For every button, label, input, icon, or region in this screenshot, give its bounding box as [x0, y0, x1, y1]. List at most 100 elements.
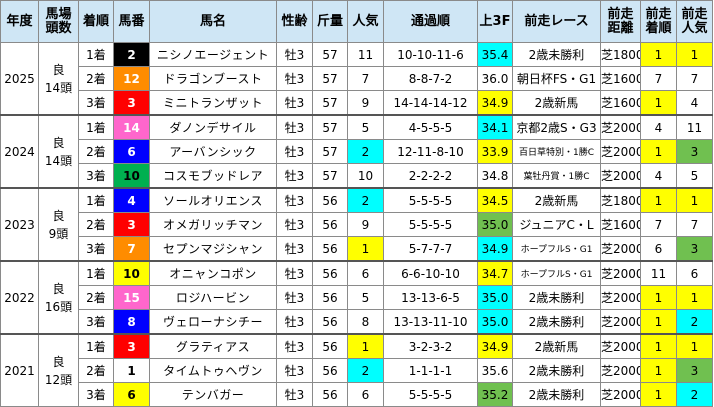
finish-rank: 2着: [78, 212, 114, 237]
previous-distance: 芝1600: [600, 212, 641, 237]
passing-order: 13-13-11-10: [383, 309, 478, 335]
gate-number: 1: [113, 358, 150, 383]
table-row: 3着 8 ヴェローナシチー 牡3 56 8 13-13-11-10 35.0 2歳未勝利 芝200…: [1, 309, 713, 335]
previous-distance: 芝2000: [600, 382, 641, 407]
last-3f-time: 34.1: [477, 114, 513, 140]
header-popularity: 人気: [347, 0, 384, 43]
gate-number: 12: [113, 66, 150, 91]
previous-popularity: 3: [676, 139, 713, 164]
header-horse-name: 馬名: [149, 0, 277, 43]
previous-race: 2歳未勝利: [512, 42, 601, 67]
finish-rank: 2着: [78, 66, 114, 91]
previous-race: 2歳新馬: [512, 333, 601, 359]
previous-distance: 芝2000: [600, 333, 641, 359]
table-row: 2021 良 12頭 1着 3 グラティアス 牡3 56 1 3-2-3-2 34.9 2歳新馬 芝20…: [0, 333, 713, 407]
previous-distance: 芝2000: [600, 163, 641, 189]
horse-name: ミニトランザット: [149, 90, 277, 116]
track-condition-cell: 良 12頭: [38, 333, 79, 407]
field-size: 16頭: [44, 299, 73, 314]
finish-rank: 3着: [78, 163, 114, 189]
previous-popularity: 3: [676, 236, 713, 262]
table-row: 2025 良 14頭 1着 2 ニシノエージェント 牡3 57 11 10-10-11-6 35.4…: [0, 42, 713, 116]
previous-rank: 7: [640, 212, 677, 237]
previous-distance: 芝1600: [600, 66, 641, 91]
previous-distance: 芝2000: [600, 139, 641, 164]
previous-distance: 芝1600: [600, 90, 641, 116]
previous-popularity: 1: [676, 285, 713, 310]
previous-race: 2歳新馬: [512, 187, 601, 213]
field-size: 12頭: [44, 372, 73, 387]
passing-order: 5-5-5-5: [383, 212, 478, 237]
finish-rank: 2着: [78, 285, 114, 310]
track-condition-cell: 良 14頭: [38, 42, 79, 116]
previous-popularity: 3: [676, 358, 713, 383]
finish-rank: 3着: [78, 90, 114, 116]
previous-popularity: 4: [676, 90, 713, 116]
carried-weight: 56: [312, 285, 348, 310]
table-row: 2022 良 16頭 1着 10 オニャンコポン 牡3 56 6 6-6-10-10 34.7 ホープ…: [0, 260, 713, 335]
passing-order: 5-5-5-5: [383, 382, 478, 407]
last-3f-time: 34.9: [477, 236, 513, 262]
horse-name: テンバガー: [149, 382, 277, 407]
previous-popularity: 5: [676, 163, 713, 189]
gate-number: 3: [113, 212, 150, 237]
previous-race: 2歳未勝利: [512, 382, 601, 407]
horse-name: オメガリッチマン: [149, 212, 277, 237]
header-track-count: 馬場 頭数: [38, 0, 79, 43]
last-3f-time: 34.5: [477, 187, 513, 213]
table-row: 2着 3 オメガリッチマン 牡3 56 9 5-5-5-5 35.0 ジュニアC・L 芝1600 7…: [1, 212, 713, 237]
gate-number: 2: [113, 42, 150, 67]
passing-order: 12-11-8-10: [383, 139, 478, 164]
track-condition: 良: [52, 62, 65, 77]
table-row: 3着 3 ミニトランザット 牡3 57 9 14-14-14-12 34.9 2歳新馬 芝1600…: [1, 90, 713, 116]
finish-rank: 1着: [78, 187, 114, 213]
sex-age: 牡3: [276, 90, 313, 116]
table-row: 3着 10 コスモブッドレア 牡3 57 10 2-2-2-2 34.8 葉牡丹賞・1勝C 芝20…: [1, 163, 713, 189]
carried-weight: 57: [312, 114, 348, 140]
previous-popularity: 2: [676, 309, 713, 335]
header-gate: 馬番: [113, 0, 150, 43]
previous-popularity: 2: [676, 382, 713, 407]
last-3f-time: 35.4: [477, 42, 513, 67]
previous-rank: 1: [640, 90, 677, 116]
popularity: 7: [347, 66, 384, 91]
sex-age: 牡3: [276, 139, 313, 164]
carried-weight: 56: [312, 260, 348, 286]
passing-order: 13-13-6-5: [383, 285, 478, 310]
passing-order: 14-14-14-12: [383, 90, 478, 116]
last-3f-time: 35.0: [477, 285, 513, 310]
passing-order: 5-5-5-5: [383, 187, 478, 213]
last-3f-time: 33.9: [477, 139, 513, 164]
finish-rank: 1着: [78, 260, 114, 286]
header-rank: 着順: [78, 0, 114, 43]
previous-rank: 1: [640, 382, 677, 407]
carried-weight: 57: [312, 66, 348, 91]
previous-rank: 1: [640, 285, 677, 310]
sex-age: 牡3: [276, 236, 313, 262]
horse-name: ソールオリエンス: [149, 187, 277, 213]
previous-distance: 芝2000: [600, 236, 641, 262]
header-last3f: 上3F: [477, 0, 513, 43]
carried-weight: 56: [312, 333, 348, 359]
gate-number: 4: [113, 187, 150, 213]
previous-rank: 1: [640, 187, 677, 213]
popularity: 6: [347, 260, 384, 286]
previous-race: 2歳未勝利: [512, 285, 601, 310]
previous-rank: 7: [640, 66, 677, 91]
gate-number: 10: [113, 163, 150, 189]
track-condition-cell: 良 16頭: [38, 260, 79, 335]
sex-age: 牡3: [276, 42, 313, 67]
previous-rank: 11: [640, 260, 677, 286]
carried-weight: 56: [312, 382, 348, 407]
table-row: 2024 良 14頭 1着 14 ダノンデサイル 牡3 57 5 4-5-5-5 34.1 京都2歳S…: [0, 114, 713, 189]
last-3f-time: 34.9: [477, 90, 513, 116]
carried-weight: 56: [312, 187, 348, 213]
finish-rank: 3着: [78, 309, 114, 335]
track-condition: 良: [52, 208, 65, 223]
finish-rank: 3着: [78, 382, 114, 407]
previous-popularity: 7: [676, 66, 713, 91]
table-row: 2着 15 ロジハービン 牡3 56 5 13-13-6-5 35.0 2歳未勝利 芝2000 1 1: [1, 285, 713, 310]
popularity: 6: [347, 382, 384, 407]
